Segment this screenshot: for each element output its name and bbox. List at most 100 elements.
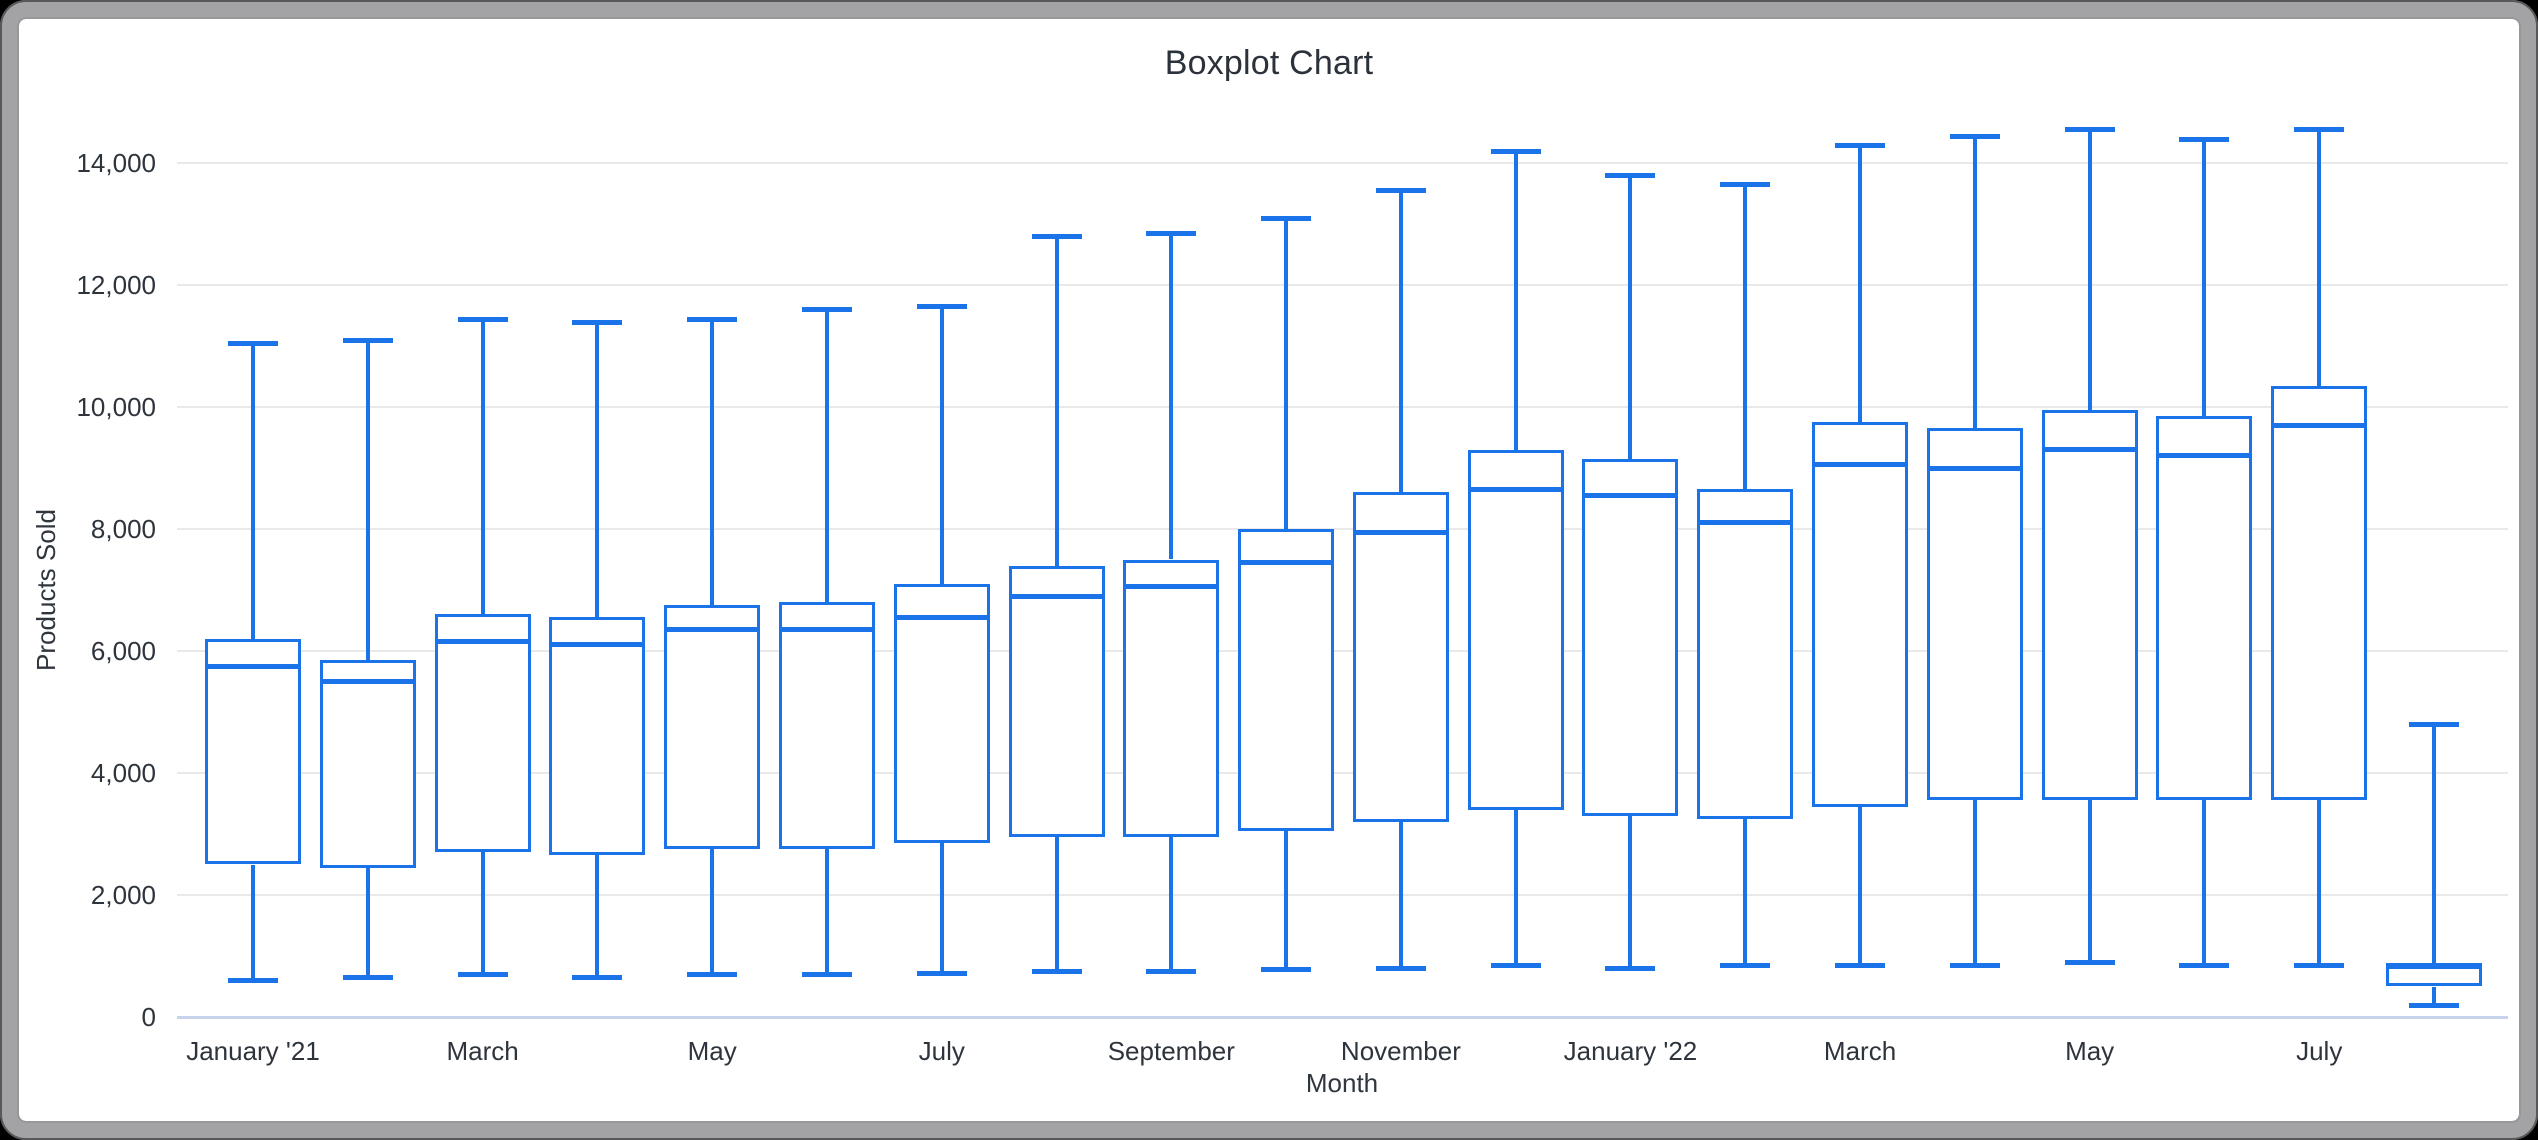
whisker-cap-min-february-21 (342, 975, 393, 981)
axis-baseline (177, 1016, 2508, 1019)
whisker-lower-april-22 (1972, 800, 1977, 966)
whisker-cap-max-march-21 (457, 316, 508, 322)
y-tick-label: 10,000 (76, 392, 156, 422)
whisker-cap-min-may-22 (2064, 960, 2115, 966)
boxplot-may-21[interactable] (664, 605, 761, 850)
whisker-cap-max-june-21 (801, 307, 852, 313)
boxplot-december-21[interactable] (1467, 449, 1564, 810)
whisker-cap-max-february-22 (1720, 182, 1771, 188)
whisker-upper-march-22 (1858, 144, 1863, 423)
whisker-cap-max-december-21 (1490, 148, 1541, 154)
y-tick-label: 14,000 (76, 148, 156, 178)
gridline (177, 650, 2508, 652)
whisker-upper-january-21 (251, 342, 255, 639)
whisker-lower-august-22 (2432, 986, 2436, 1005)
x-tick-label-march-22: March (1823, 1036, 1897, 1066)
whisker-lower-december-21 (1513, 809, 1518, 966)
x-tick-label-may-22: May (2065, 1036, 2115, 1066)
y-tick-label: 12,000 (76, 270, 156, 300)
whisker-cap-min-november-21 (1375, 966, 1426, 972)
whisker-cap-max-july-22 (2294, 127, 2345, 133)
whisker-cap-min-january-21 (228, 978, 278, 984)
whisker-cap-max-september-21 (1146, 231, 1197, 237)
whisker-lower-september-21 (1169, 837, 1174, 972)
median-line-september-21 (1123, 584, 1220, 590)
boxplot-january-22[interactable] (1582, 458, 1679, 816)
whisker-lower-may-21 (710, 849, 715, 975)
whisker-cap-max-may-22 (2064, 127, 2115, 133)
whisker-upper-may-22 (2087, 129, 2092, 411)
boxplot-august-21[interactable] (1008, 565, 1105, 838)
whisker-cap-min-december-21 (1490, 963, 1541, 969)
gridline (177, 894, 2508, 896)
whisker-lower-august-21 (1054, 837, 1059, 972)
whisker-cap-min-august-22 (2409, 1002, 2459, 1008)
whisker-cap-max-june-22 (2179, 136, 2230, 142)
boxplot-march-21[interactable] (434, 614, 531, 853)
boxplot-june-22[interactable] (2156, 416, 2253, 801)
y-tick-label: 0 (141, 1002, 156, 1032)
median-line-august-22 (2386, 963, 2482, 969)
whisker-upper-october-21 (1284, 217, 1289, 529)
whisker-cap-min-october-21 (1261, 967, 1312, 973)
whisker-cap-max-november-21 (1375, 188, 1426, 194)
boxplot-february-22[interactable] (1697, 489, 1794, 819)
whisker-upper-june-22 (2202, 138, 2207, 417)
x-tick-label-january-21: January '21 (186, 1036, 320, 1066)
whisker-cap-max-april-21 (572, 319, 623, 325)
whisker-cap-min-april-21 (572, 975, 623, 981)
whisker-lower-march-22 (1858, 806, 1863, 966)
whisker-upper-february-21 (365, 339, 370, 661)
median-line-june-22 (2156, 453, 2253, 459)
whisker-upper-december-21 (1513, 150, 1518, 450)
median-line-april-21 (549, 642, 646, 648)
boxplot-june-21[interactable] (778, 602, 875, 850)
gridline (177, 406, 2508, 408)
boxplot-march-22[interactable] (1812, 422, 1909, 807)
median-line-march-21 (434, 639, 531, 645)
y-tick-label: 8,000 (90, 514, 156, 544)
boxplot-april-22[interactable] (1926, 428, 2023, 801)
whisker-lower-july-22 (2317, 800, 2322, 966)
whisker-lower-november-21 (1398, 821, 1403, 969)
median-line-february-21 (319, 679, 416, 684)
whisker-lower-february-21 (365, 867, 370, 978)
whisker-upper-june-21 (824, 309, 829, 603)
boxplot-april-21[interactable] (549, 617, 646, 856)
boxplot-february-21[interactable] (319, 660, 416, 868)
whisker-upper-august-22 (2432, 724, 2436, 964)
x-axis-title: Month (1305, 1068, 1379, 1098)
whisker-lower-april-21 (595, 855, 600, 978)
whisker-cap-min-april-22 (1949, 963, 2000, 969)
whisker-lower-october-21 (1284, 830, 1289, 970)
whisker-upper-april-22 (1972, 135, 1977, 429)
whisker-cap-min-september-21 (1146, 969, 1197, 975)
whisker-cap-min-june-21 (801, 972, 852, 978)
whisker-upper-november-21 (1398, 190, 1403, 493)
whisker-upper-september-21 (1169, 233, 1174, 560)
whisker-cap-min-may-21 (687, 972, 738, 978)
boxplot-january-21[interactable] (205, 638, 301, 865)
gridline (177, 284, 2508, 286)
whisker-cap-min-june-22 (2179, 963, 2230, 969)
whisker-cap-min-july-21 (916, 971, 967, 977)
boxplot-november-21[interactable] (1352, 492, 1449, 822)
x-tick-label-may-21: May (687, 1036, 737, 1066)
boxplot-october-21[interactable] (1238, 529, 1335, 831)
median-line-march-22 (1812, 462, 1909, 468)
boxplot-may-22[interactable] (2041, 410, 2138, 801)
boxplot-july-22[interactable] (2271, 385, 2368, 801)
median-line-may-21 (664, 627, 761, 633)
whisker-upper-july-22 (2317, 129, 2322, 386)
whisker-upper-february-22 (1743, 184, 1748, 490)
boxplot-september-21[interactable] (1123, 559, 1220, 838)
whisker-lower-february-22 (1743, 818, 1748, 966)
whisker-cap-max-february-21 (342, 337, 393, 343)
median-line-december-21 (1467, 486, 1564, 492)
median-line-november-21 (1352, 529, 1449, 535)
boxplot-july-21[interactable] (893, 583, 990, 844)
median-line-october-21 (1238, 560, 1335, 566)
